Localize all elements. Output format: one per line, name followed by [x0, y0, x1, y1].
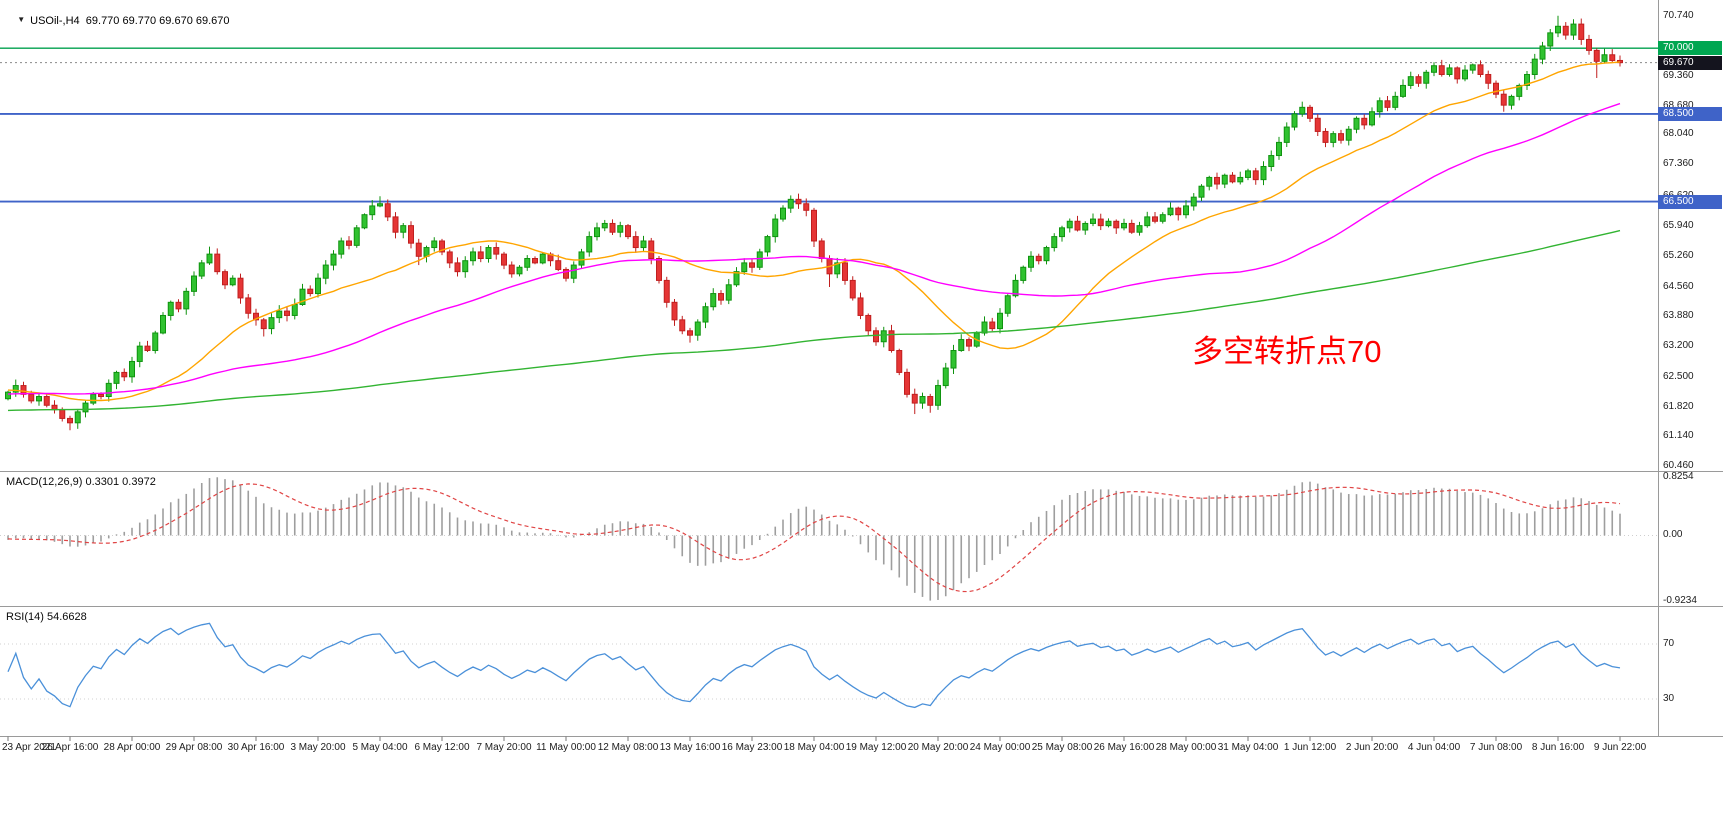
time-axis-label: 12 May 08:00	[597, 742, 659, 753]
time-axis-label: 30 Apr 16:00	[227, 742, 285, 753]
price-axis-tick: 70	[1663, 638, 1675, 650]
rsi-pane-graphics	[0, 622, 1658, 709]
price-axis-tick: 65.260	[1663, 249, 1694, 261]
macd-signal-line	[7, 483, 1621, 593]
time-axis-label: 31 May 04:00	[1217, 742, 1279, 753]
time-axis-label: 4 Jun 04:00	[1407, 742, 1461, 753]
rsi-indicator-label: RSI(14) 54.6628	[6, 611, 87, 623]
time-axis-label: 24 May 00:00	[969, 742, 1031, 753]
price-line-tag-66.500: 66.500	[1658, 194, 1722, 209]
macd-pane-graphics	[0, 477, 1658, 601]
price-line-tag-70.000: 70.000	[1658, 41, 1722, 56]
time-axis-label: 11 May 00:00	[536, 742, 596, 753]
time-axis-label: 6 May 12:00	[414, 742, 470, 753]
rsi-line	[7, 622, 1621, 709]
price-axis-tick: 60.460	[1663, 460, 1694, 472]
time-axis-label: 26 Apr 16:00	[41, 742, 99, 753]
price-axis-tick: 67.360	[1663, 157, 1694, 169]
time-axis-label: 26 May 16:00	[1093, 742, 1155, 753]
time-axis-label: 28 Apr 00:00	[103, 742, 161, 753]
price-axis[interactable]: 70.74069.36068.68068.04067.36066.62065.9…	[1658, 0, 1723, 736]
time-axis-label: 25 May 08:00	[1031, 742, 1093, 753]
chart-symbol-header: ▼ USOil-,H4 69.770 69.770 69.670 69.670	[5, 3, 230, 39]
price-axis-tick: 30	[1663, 692, 1675, 704]
current-price-tag: 69.670	[1658, 55, 1722, 70]
price-line-tag-68.500: 68.500	[1658, 106, 1722, 121]
time-axis-label: 3 May 20:00	[290, 742, 346, 753]
time-axis-label: 2 Jun 20:00	[1345, 742, 1399, 753]
time-axis-label: 8 Jun 16:00	[1531, 742, 1585, 753]
time-axis-label: 9 Jun 22:00	[1593, 742, 1647, 753]
price-axis-tick: 64.560	[1663, 280, 1694, 292]
time-axis-label: 5 May 04:00	[352, 742, 408, 753]
price-axis-tick: 0.8254	[1663, 471, 1694, 483]
time-axis-label: 1 Jun 12:00	[1283, 742, 1337, 753]
price-axis-tick: 65.940	[1663, 220, 1694, 232]
horizontal-lines	[0, 47, 1658, 203]
price-axis-tick: 61.140	[1663, 430, 1694, 442]
macd-indicator-label: MACD(12,26,9) 0.3301 0.3972	[6, 476, 156, 488]
symbol-ohlc-label: USOil-,H4 69.770 69.770 69.670 69.670	[30, 15, 230, 27]
time-axis-label: 16 May 23:00	[721, 742, 783, 753]
price-axis-tick: 69.360	[1663, 70, 1694, 82]
time-axis-label: 19 May 12:00	[845, 742, 907, 753]
price-axis-tick: -0.9234	[1663, 594, 1697, 606]
candlestick-series	[5, 15, 1623, 431]
time-axis-label: 28 May 00:00	[1155, 742, 1217, 753]
price-axis-tick: 70.740	[1663, 9, 1694, 21]
time-axis-label: 29 Apr 08:00	[165, 742, 223, 753]
time-axis-label: 7 May 20:00	[476, 742, 532, 753]
price-axis-tick: 68.040	[1663, 128, 1694, 140]
price-axis-tick: 63.200	[1663, 340, 1694, 352]
time-axis-label: 13 May 16:00	[659, 742, 721, 753]
time-axis-label: 7 Jun 08:00	[1469, 742, 1523, 753]
price-axis-tick: 62.500	[1663, 370, 1694, 382]
time-axis-label: 23 Apr 2021	[2, 742, 56, 753]
time-axis[interactable]: 23 Apr 2021 26 Apr 16:00 28 Apr 00:00 29 Ap…	[0, 736, 1723, 762]
ma-slow-line	[7, 229, 1621, 412]
ma-medium-line	[7, 102, 1621, 395]
time-axis-label: 20 May 20:00	[907, 742, 969, 753]
symbol-dropdown-icon[interactable]: ▼	[17, 15, 26, 24]
price-axis-tick: 0.00	[1663, 529, 1683, 541]
price-axis-tick: 68.680	[1663, 100, 1694, 112]
pane-borders	[0, 0, 1723, 741]
price-axis-tick: 63.880	[1663, 310, 1694, 322]
ma-fast-line	[7, 61, 1621, 402]
chart-annotation-text: 多空转折点70	[1192, 334, 1382, 369]
time-axis-label: 18 May 04:00	[783, 742, 845, 753]
price-axis-tick: 61.820	[1663, 400, 1694, 412]
